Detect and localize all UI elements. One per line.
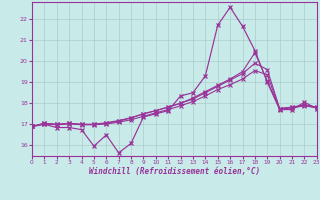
X-axis label: Windchill (Refroidissement éolien,°C): Windchill (Refroidissement éolien,°C)	[89, 167, 260, 176]
